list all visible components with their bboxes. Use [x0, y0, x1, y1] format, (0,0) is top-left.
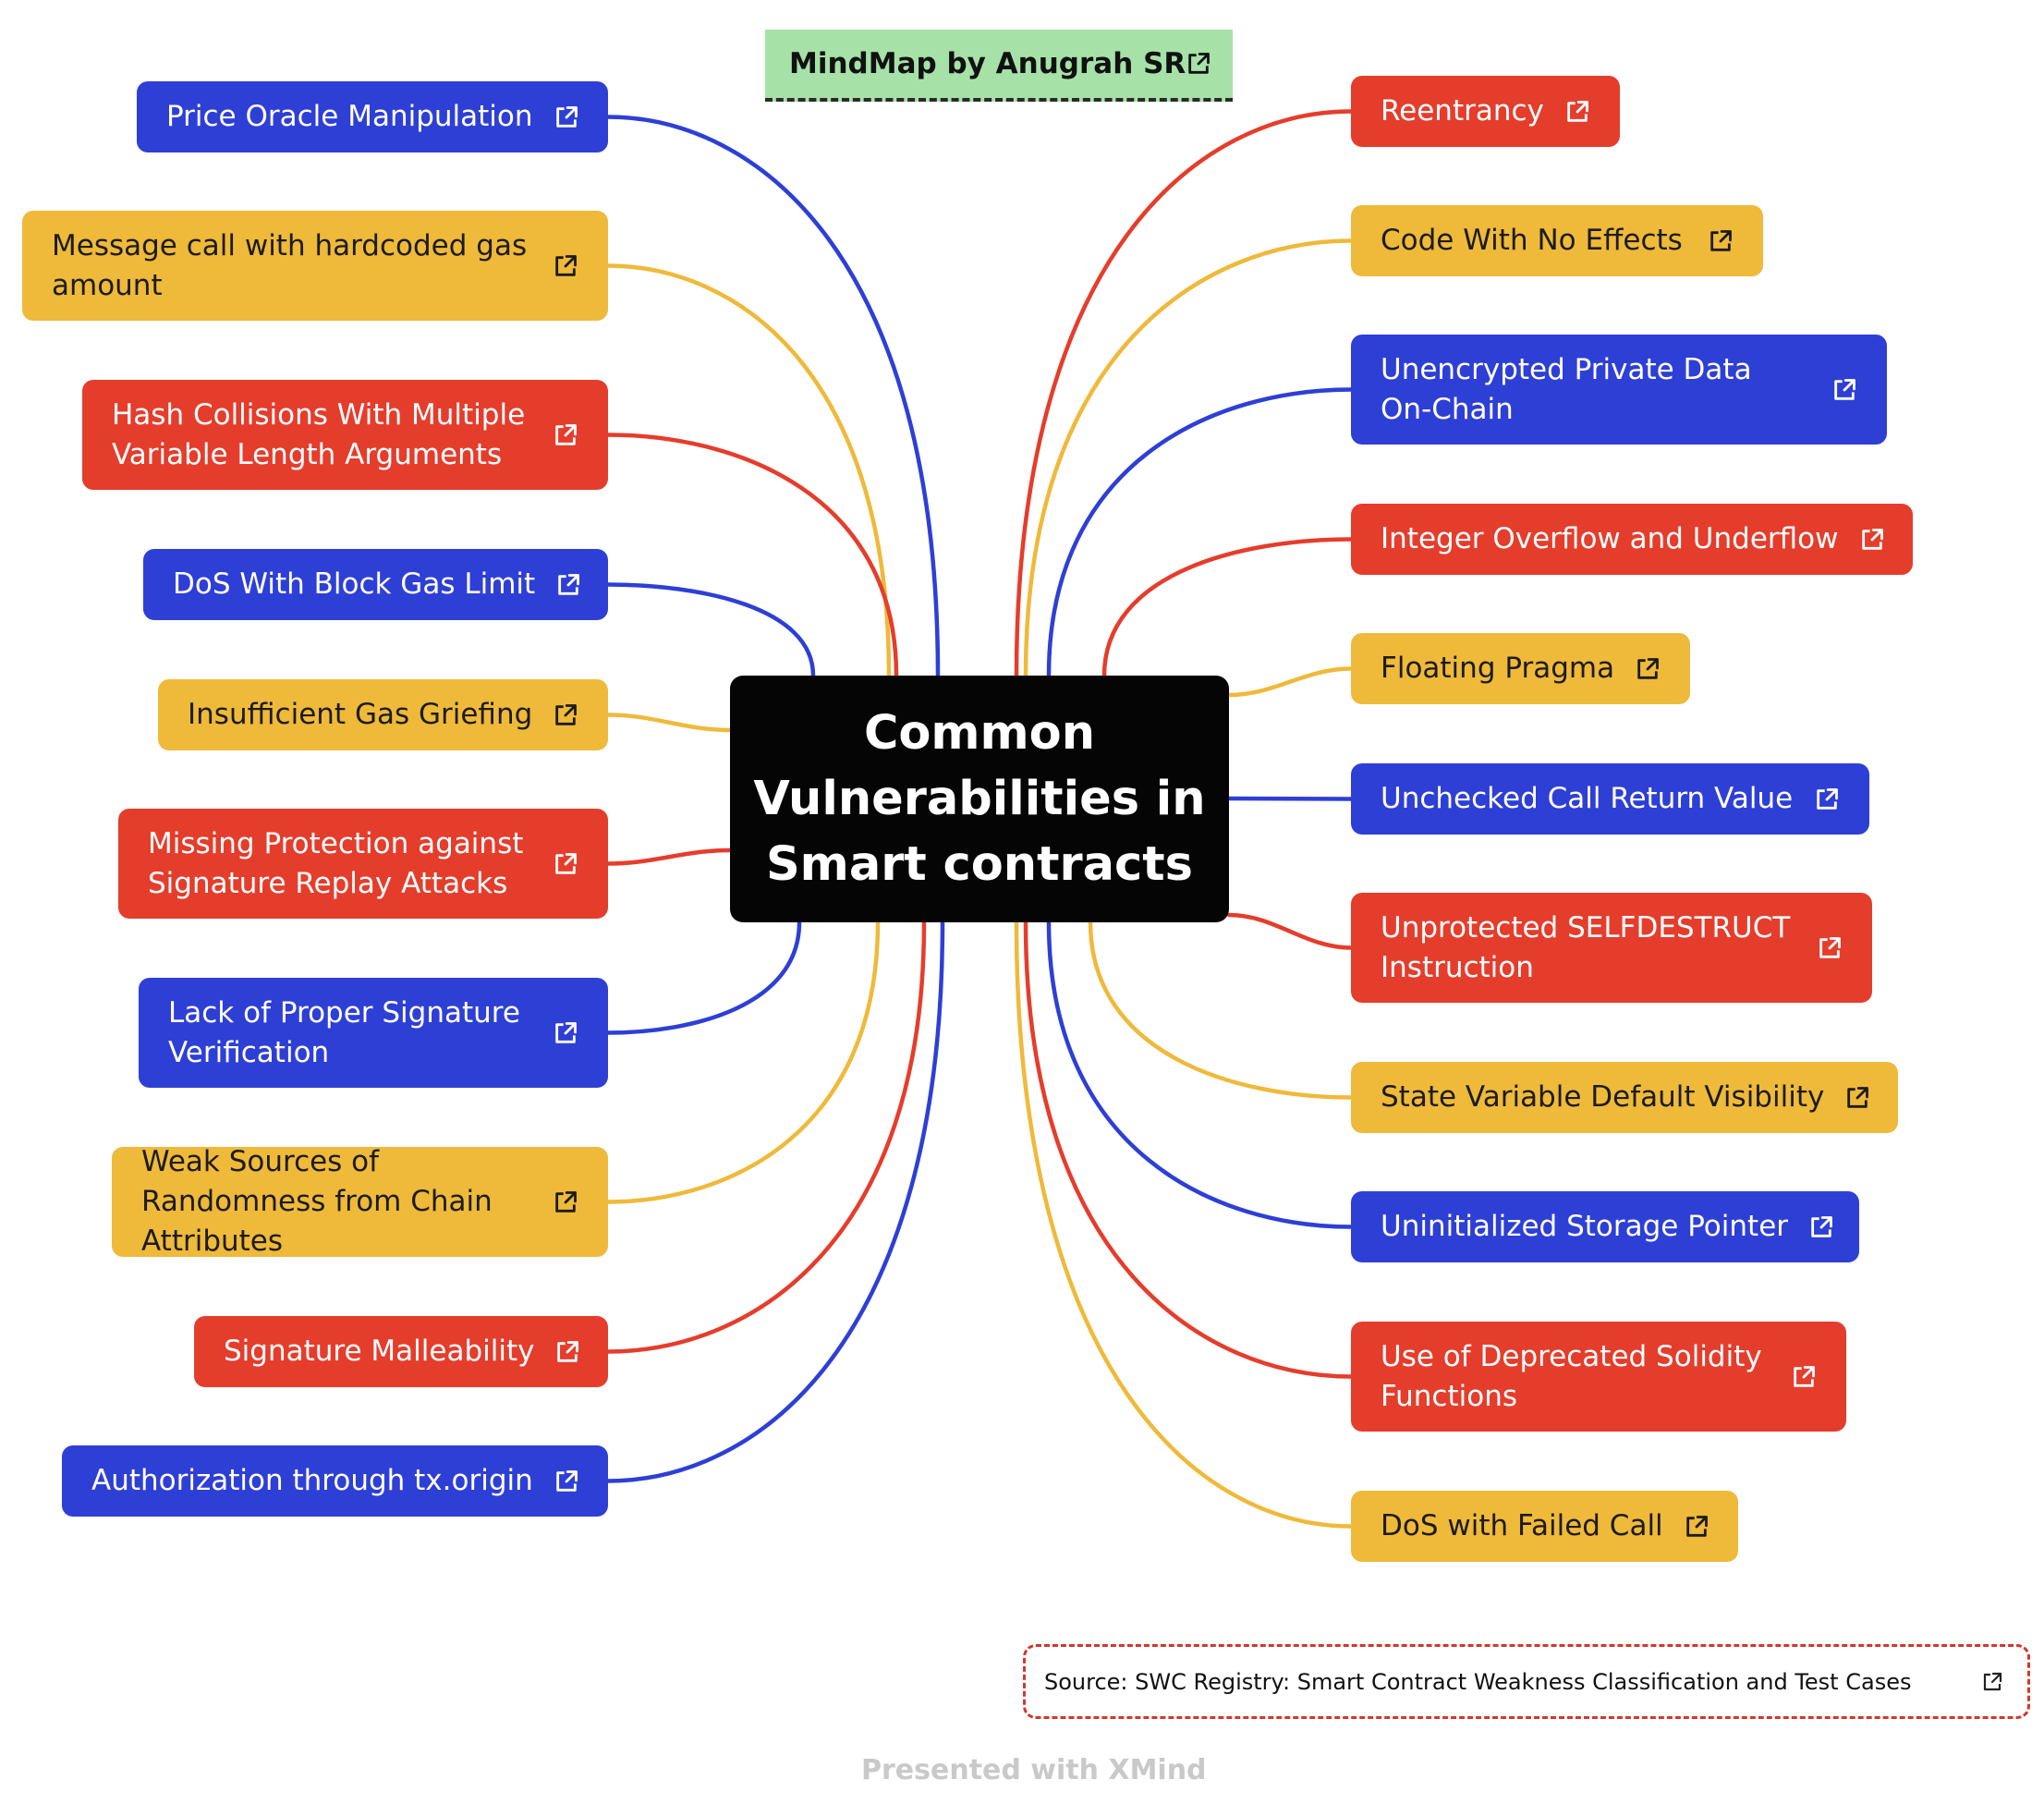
node-label: DoS with Failed Call — [1381, 1509, 1663, 1542]
connector-line — [605, 920, 927, 1354]
node-label: Code With No Effects — [1381, 224, 1683, 257]
connector-line — [605, 115, 941, 678]
external-link-icon[interactable] — [553, 253, 578, 279]
connector-line — [605, 920, 881, 1204]
credit-banner[interactable]: MindMap by Anugrah SR — [765, 30, 1233, 102]
connector-line — [1046, 920, 1354, 1229]
node-missing-signature-replay-protection[interactable]: Missing Protection against Signature Rep… — [118, 809, 608, 919]
central-topic[interactable]: Common Vulnerabilities in Smart contract… — [730, 676, 1229, 922]
connector-line — [1101, 537, 1354, 678]
node-hash-collisions[interactable]: Hash Collisions With Multiple Variable L… — [82, 380, 608, 490]
external-link-icon[interactable] — [1791, 1364, 1817, 1390]
external-link-icon[interactable] — [1831, 377, 1857, 403]
external-link-icon[interactable] — [553, 1189, 578, 1215]
external-link-icon[interactable] — [553, 422, 578, 448]
external-link-icon[interactable] — [553, 702, 578, 728]
node-label: Authorization through tx.origin — [91, 1464, 533, 1497]
source-label: Source: SWC Registry: Smart Contract Wea… — [1044, 1668, 1912, 1695]
node-label: Uninitialized Storage Pointer — [1381, 1210, 1789, 1243]
connector-line — [605, 920, 802, 1035]
node-label: Floating Pragma — [1381, 652, 1615, 685]
external-link-icon[interactable] — [1981, 1671, 2003, 1693]
node-unchecked-call-return[interactable]: Unchecked Call Return Value — [1351, 763, 1869, 835]
external-link-icon[interactable] — [1186, 51, 1211, 77]
external-link-icon[interactable] — [554, 104, 579, 130]
node-dos-block-gas-limit[interactable]: DoS With Block Gas Limit — [143, 549, 608, 620]
external-link-icon[interactable] — [555, 572, 581, 598]
node-deprecated-solidity-functions[interactable]: Use of Deprecated Solidity Functions — [1351, 1322, 1846, 1432]
node-label: Unchecked Call Return Value — [1381, 782, 1794, 815]
node-label: Lack of Proper Signature Verification — [168, 995, 520, 1069]
node-label: Unprotected SELFDESTRUCT Instruction — [1381, 910, 1791, 984]
external-link-icon[interactable] — [553, 851, 578, 877]
node-label: Unencrypted Private Data On-Chain — [1381, 352, 1752, 426]
node-label: Weak Sources of Randomness from Chain At… — [141, 1145, 493, 1258]
external-link-icon[interactable] — [1859, 527, 1885, 553]
node-floating-pragma[interactable]: Floating Pragma — [1351, 633, 1690, 704]
external-link-icon[interactable] — [1817, 935, 1843, 961]
node-label: State Variable Default Visibility — [1381, 1080, 1825, 1114]
connector-line — [1014, 920, 1354, 1529]
external-link-icon[interactable] — [1708, 228, 1734, 254]
node-state-variable-visibility[interactable]: State Variable Default Visibility — [1351, 1062, 1898, 1133]
node-dos-failed-call[interactable]: DoS with Failed Call — [1351, 1491, 1738, 1562]
connector-line — [605, 713, 733, 733]
node-message-call-hardcoded-gas[interactable]: Message call with hardcoded gas amount — [22, 211, 608, 321]
external-link-icon[interactable] — [1844, 1085, 1870, 1111]
external-link-icon[interactable] — [554, 1339, 580, 1365]
node-label: Missing Protection against Signature Rep… — [148, 826, 524, 900]
external-link-icon[interactable] — [1814, 786, 1840, 812]
connector-line — [1023, 920, 1354, 1379]
external-link-icon[interactable] — [553, 1020, 578, 1046]
external-link-icon[interactable] — [1808, 1214, 1834, 1240]
external-link-icon[interactable] — [554, 1469, 579, 1494]
connector-line — [1088, 920, 1354, 1100]
node-label: Insufficient Gas Griefing — [188, 698, 533, 731]
connector-line — [1014, 109, 1354, 678]
node-signature-malleability[interactable]: Signature Malleability — [194, 1316, 608, 1387]
node-label: Reentrancy — [1381, 94, 1544, 128]
external-link-icon[interactable] — [1684, 1514, 1709, 1540]
connector-line — [1023, 238, 1354, 678]
node-reentrancy[interactable]: Reentrancy — [1351, 76, 1620, 147]
node-lack-signature-verification[interactable]: Lack of Proper Signature Verification — [139, 978, 608, 1088]
connector-line — [605, 847, 733, 866]
node-label: Use of Deprecated Solidity Functions — [1381, 1339, 1762, 1413]
node-label: Message call with hardcoded gas amount — [52, 228, 528, 302]
external-link-icon[interactable] — [1564, 99, 1590, 125]
connector-line — [1046, 387, 1354, 678]
node-integer-overflow[interactable]: Integer Overflow and Underflow — [1351, 504, 1913, 575]
connector-line — [605, 263, 892, 678]
node-insufficient-gas-griefing[interactable]: Insufficient Gas Griefing — [158, 679, 608, 750]
connector-line — [1226, 912, 1354, 950]
node-price-oracle-manipulation[interactable]: Price Oracle Manipulation — [137, 81, 608, 152]
node-label: DoS With Block Gas Limit — [173, 567, 536, 601]
connector-line — [1226, 666, 1354, 698]
node-unprotected-selfdestruct[interactable]: Unprotected SELFDESTRUCT Instruction — [1351, 893, 1872, 1003]
connector-line — [1226, 796, 1354, 801]
node-label: Signature Malleability — [224, 1335, 535, 1368]
credit-label: MindMap by Anugrah SR — [789, 47, 1186, 80]
node-authorization-tx-origin[interactable]: Authorization through tx.origin — [62, 1445, 608, 1517]
node-uninitialized-storage-pointer[interactable]: Uninitialized Storage Pointer — [1351, 1191, 1859, 1262]
node-code-with-no-effects[interactable]: Code With No Effects — [1351, 205, 1763, 276]
central-topic-label: Common Vulnerabilities in Smart contract… — [753, 706, 1206, 892]
node-weak-randomness[interactable]: Weak Sources of Randomness from Chain At… — [112, 1145, 608, 1258]
node-label: Hash Collisions With Multiple Variable L… — [112, 397, 526, 471]
source-note[interactable]: Source: SWC Registry: Smart Contract Wea… — [1023, 1644, 2030, 1719]
node-unencrypted-private-data[interactable]: Unencrypted Private Data On-Chain — [1351, 335, 1887, 445]
connector-line — [605, 582, 816, 678]
external-link-icon[interactable] — [1635, 656, 1661, 682]
connector-line — [605, 433, 899, 678]
node-label: Price Oracle Manipulation — [166, 100, 533, 133]
node-label: Integer Overflow and Underflow — [1381, 522, 1839, 555]
footer-watermark: Presented with XMind — [861, 1754, 1207, 1786]
connector-line — [605, 920, 945, 1483]
